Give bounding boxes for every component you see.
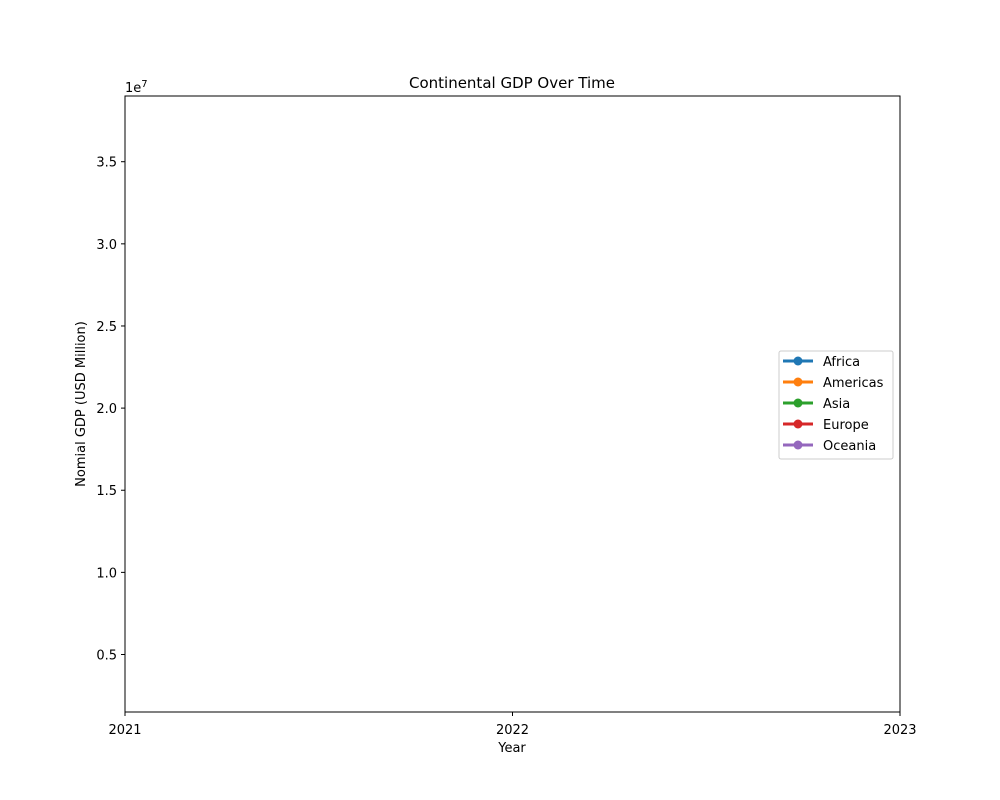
chart-title: Continental GDP Over Time [409, 74, 615, 92]
y-tick-label: 0.5 [96, 649, 117, 664]
y-tick-label: 1.0 [96, 566, 117, 581]
x-axis-label: Year [497, 741, 526, 756]
legend-marker-europe [793, 419, 803, 429]
y-tick-label: 1.5 [96, 484, 117, 499]
y-axis-ticks: 0.5 1.0 1.5 2.0 2.5 3.0 3.5 [96, 156, 125, 664]
legend-label-africa: Africa [823, 355, 860, 370]
legend-marker-asia [793, 398, 803, 408]
y-axis-label: Nomial GDP (USD Million) [74, 321, 89, 487]
legend-box [778, 350, 894, 460]
y-tick-label: 3.5 [96, 156, 117, 171]
x-tick-label: 2023 [883, 723, 916, 738]
x-tick-label: 2021 [108, 723, 141, 738]
legend-label-americas: Americas [823, 376, 884, 391]
legend-label-europe: Europe [823, 418, 869, 433]
legend-label-oceania: Oceania [823, 439, 876, 454]
y-tick-label: 2.5 [96, 320, 117, 335]
y-tick-label: 2.0 [96, 402, 117, 417]
legend-marker-africa [793, 356, 803, 366]
y-axis-offset-label: 1e7 [125, 79, 148, 96]
x-tick-label: 2022 [496, 723, 529, 738]
legend-marker-americas [793, 377, 803, 387]
y-tick-label: 3.0 [96, 238, 117, 253]
legend: Africa Americas Asia Europe Oceania [778, 350, 894, 460]
legend-label-asia: Asia [823, 397, 850, 412]
x-axis-ticks: 2021 2022 2023 [108, 712, 917, 738]
legend-marker-oceania [793, 440, 803, 450]
